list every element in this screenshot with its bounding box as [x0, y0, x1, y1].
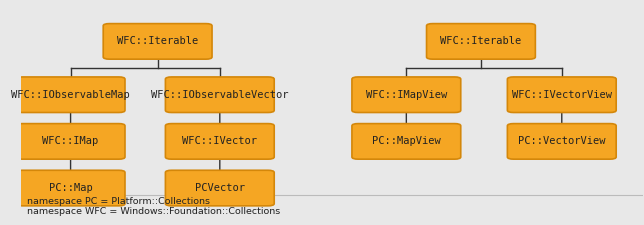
FancyBboxPatch shape	[16, 77, 125, 112]
Text: WFC::Iterable: WFC::Iterable	[440, 36, 522, 46]
FancyBboxPatch shape	[352, 124, 460, 159]
Text: PC::VectorView: PC::VectorView	[518, 136, 605, 146]
Text: WFC::Iterable: WFC::Iterable	[117, 36, 198, 46]
FancyBboxPatch shape	[507, 77, 616, 112]
Text: WFC::IObservableMap: WFC::IObservableMap	[11, 90, 130, 100]
Text: namespace PC = Platform::Collections
namespace WFC = Windows::Foundation::Collec: namespace PC = Platform::Collections nam…	[27, 197, 280, 216]
Text: PC::Map: PC::Map	[49, 183, 93, 193]
FancyBboxPatch shape	[507, 124, 616, 159]
Text: WFC::IVector: WFC::IVector	[182, 136, 258, 146]
FancyBboxPatch shape	[426, 24, 535, 59]
FancyBboxPatch shape	[166, 170, 274, 206]
FancyBboxPatch shape	[16, 124, 125, 159]
Text: WFC::IObservableVector: WFC::IObservableVector	[151, 90, 289, 100]
Text: PC::MapView: PC::MapView	[372, 136, 440, 146]
FancyBboxPatch shape	[352, 77, 460, 112]
FancyBboxPatch shape	[103, 24, 212, 59]
Text: PCVector: PCVector	[194, 183, 245, 193]
Text: WFC::IMap: WFC::IMap	[43, 136, 99, 146]
FancyBboxPatch shape	[16, 170, 125, 206]
FancyBboxPatch shape	[166, 124, 274, 159]
Text: WFC::IVectorView: WFC::IVectorView	[512, 90, 612, 100]
Text: WFC::IMapView: WFC::IMapView	[366, 90, 447, 100]
FancyBboxPatch shape	[166, 77, 274, 112]
